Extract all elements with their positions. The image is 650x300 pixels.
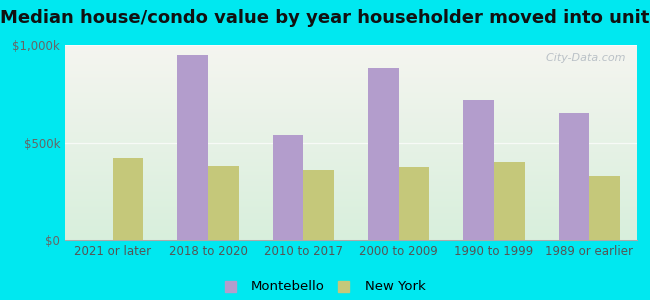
Text: Median house/condo value by year householder moved into unit: Median house/condo value by year househo… [0,9,650,27]
Text: City-Data.com: City-Data.com [539,53,625,63]
Legend: Montebello, New York: Montebello, New York [225,280,425,293]
Bar [398,167,429,240]
Bar [559,113,590,240]
Bar [177,55,208,240]
Bar [112,158,143,240]
Bar [463,100,494,240]
Bar [590,176,620,240]
Bar [368,68,398,240]
Bar [304,170,334,240]
Bar [208,166,239,240]
Bar [494,162,525,240]
Bar [273,135,304,240]
